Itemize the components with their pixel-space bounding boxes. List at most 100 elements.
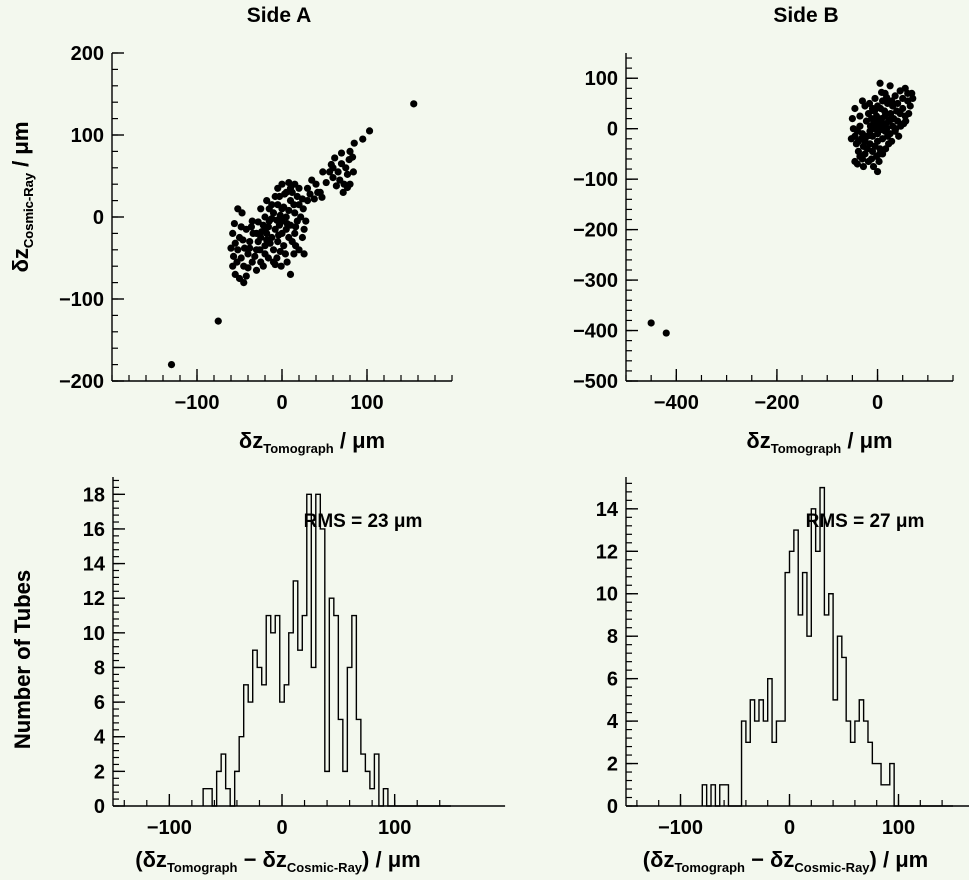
y-tick-label: 2 (94, 761, 105, 783)
scatter-point (856, 112, 864, 120)
y-tick-label: 100 (71, 125, 104, 147)
y-tick-label: 8 (607, 626, 618, 648)
y-axis-title: Number of Tubes (10, 570, 35, 749)
scatter-point (238, 209, 246, 217)
y-tick-label: 0 (94, 796, 105, 818)
scatter-point (888, 97, 896, 105)
y-tick-label: −100 (59, 289, 104, 311)
histogram-bin (885, 785, 889, 806)
scatter-point (285, 206, 293, 215)
y-tick-label: 14 (83, 554, 106, 576)
scatter-point (876, 126, 885, 134)
scatter-point (343, 183, 352, 192)
scatter-point (167, 361, 176, 369)
scatter-point (848, 115, 856, 123)
scatter-point (263, 236, 271, 244)
scatter-point (231, 239, 239, 247)
scatter-point (331, 154, 339, 162)
scatter-point (329, 174, 337, 182)
histogram-bin (772, 742, 776, 806)
scatter-point (300, 250, 308, 258)
scatter-point (348, 153, 357, 161)
scatter-point (275, 192, 284, 201)
scatter-point (256, 246, 264, 254)
scatter-point (895, 132, 903, 140)
histogram-bin (851, 742, 855, 806)
histogram-bin (343, 771, 348, 806)
x-tick-label: −100 (174, 392, 219, 414)
scatter-point (318, 193, 326, 201)
y-tick-label: 14 (596, 499, 619, 521)
scatter-point (298, 233, 306, 242)
scatter-point (292, 223, 300, 231)
scatter-point (283, 219, 291, 228)
scatter-point (337, 149, 346, 157)
histogram-bin (833, 700, 837, 806)
scatter-point (269, 209, 278, 217)
scatter-point (647, 319, 655, 327)
histogram-bin (816, 551, 820, 806)
scatter-point (248, 217, 256, 225)
scatter-point (280, 242, 288, 250)
y-tick-label: 12 (596, 541, 618, 563)
scatter-point (254, 218, 262, 226)
x-tick-label: 0 (276, 817, 287, 839)
scatter-point (339, 188, 347, 196)
scatter-point (298, 195, 306, 203)
scatter-point (882, 93, 891, 102)
scatter-point (291, 229, 299, 237)
scatter-point (881, 121, 890, 129)
y-tick-label: 0 (607, 119, 618, 141)
scatter-point (891, 92, 899, 100)
histogram-bin (807, 636, 811, 806)
scatter-point (302, 217, 310, 225)
scatter-point (875, 150, 884, 158)
x-tick-label: −100 (658, 817, 703, 839)
histogram-bin (262, 685, 267, 806)
scatter-point (876, 79, 884, 87)
y-tick-label: 6 (607, 669, 618, 691)
histogram-bin (248, 702, 253, 806)
scatter-point (869, 162, 878, 171)
scatter-point (662, 329, 670, 337)
scatter-point (906, 102, 914, 110)
scatter-point (864, 157, 873, 166)
scatter-point (229, 229, 237, 237)
x-tick-label: 0 (872, 392, 883, 414)
scatter-point (847, 135, 855, 143)
rms-annotation: RMS = 23 μm (304, 511, 423, 532)
y-tick-label: 8 (94, 657, 105, 679)
y-tick-label: 6 (94, 692, 105, 714)
y-axis-title: δzCosmic-Ray / μm (8, 122, 36, 273)
histogram-bin (824, 615, 828, 806)
scatter-point (303, 184, 312, 192)
x-tick-label: 0 (784, 817, 795, 839)
x-tick-label: −200 (754, 392, 799, 414)
scatter-point (290, 250, 298, 258)
y-tick-label: 4 (94, 727, 106, 749)
scatter-point (300, 225, 308, 233)
histogram-bins (203, 494, 388, 806)
histogram-steps (202, 493, 506, 807)
scatter-point (235, 233, 244, 242)
histogram-bin (284, 685, 289, 806)
scatter-point (886, 82, 894, 90)
scatter-point (905, 109, 913, 118)
y-tick-label: 100 (585, 68, 618, 90)
scatter-point (349, 168, 357, 176)
x-tick-label: 100 (378, 817, 411, 839)
y-tick-label: −400 (573, 321, 618, 343)
scatter-point (277, 262, 285, 270)
scatter-point (261, 213, 269, 221)
histogram-bin (311, 667, 316, 806)
scatter-point (880, 107, 889, 115)
y-tick-label: −100 (573, 169, 618, 191)
scatter-point (319, 168, 327, 176)
scatter-point (268, 201, 276, 209)
scatter-point (280, 203, 288, 211)
scatter-point (342, 164, 350, 172)
scatter-point (269, 246, 278, 254)
scatter-point (359, 135, 367, 143)
y-tick-label: 2 (607, 754, 618, 776)
